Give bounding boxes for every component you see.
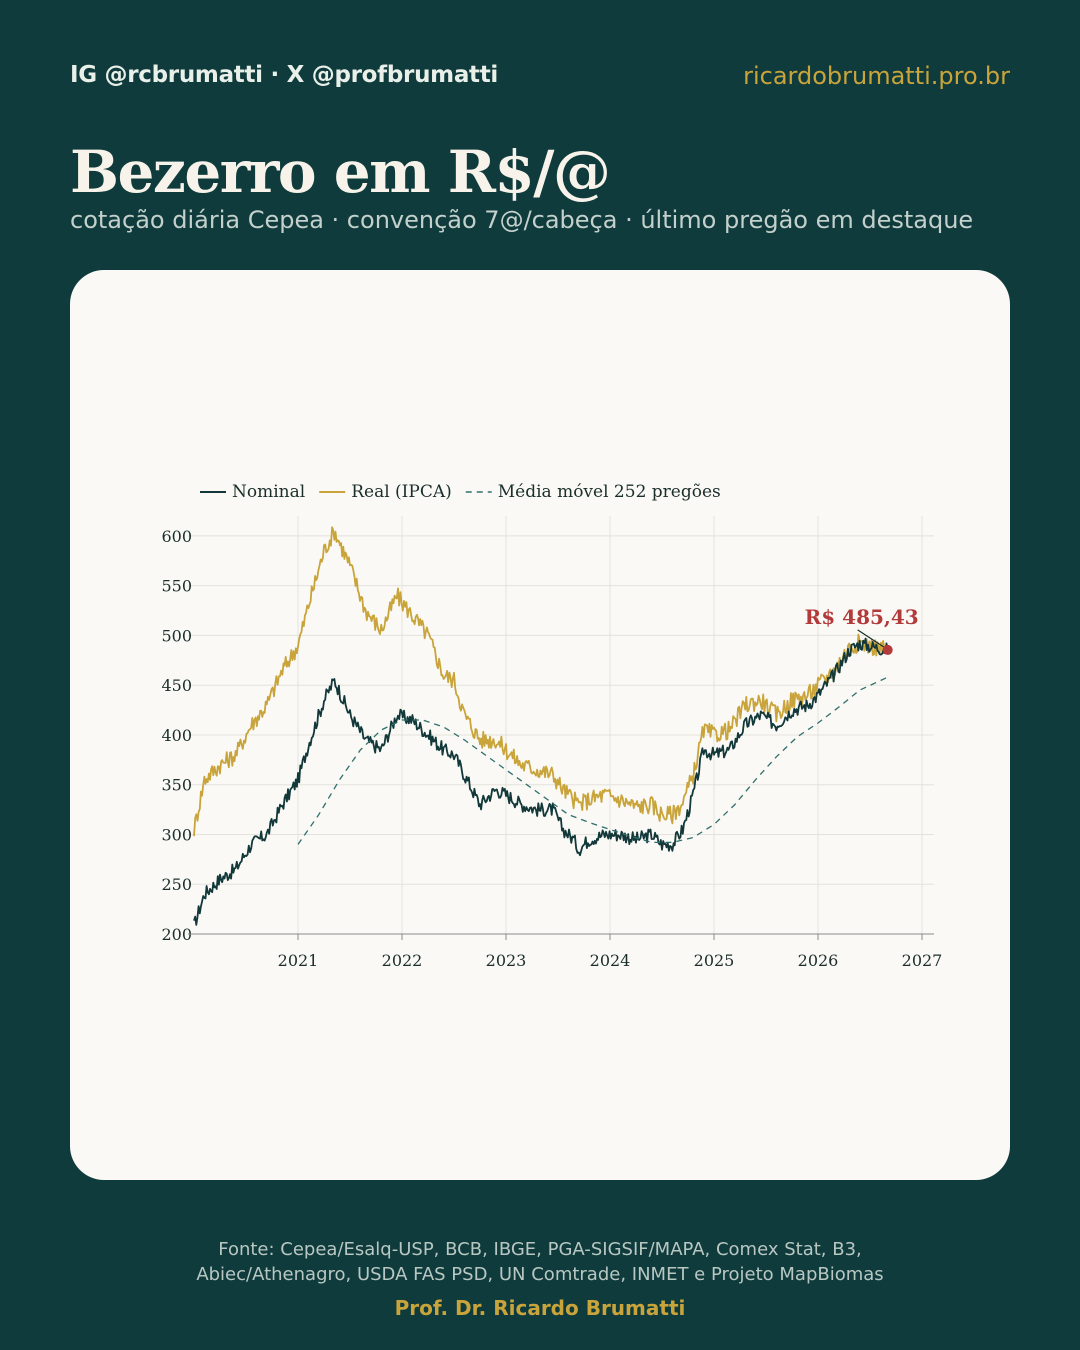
page-title: Bezerro em R$/@	[70, 138, 611, 206]
source-line-2: Abiec/Athenagro, USDA FAS PSD, UN Comtra…	[196, 1264, 884, 1285]
series-line-0	[193, 637, 889, 926]
axis-layer: 2021 2022 2023 2024 2025 2026 2027 200 250 300 350…	[161, 527, 942, 970]
last-value-label: R$ 485,43	[805, 605, 919, 629]
source-line-1: Fonte: Cepea/Esalq-USP, BCB, IBGE, PGA-S…	[218, 1239, 862, 1260]
x-tick-label: 2024	[590, 951, 631, 970]
source-note: Fonte: Cepea/Esalq-USP, BCB, IBGE, PGA-S…	[0, 1237, 1080, 1287]
x-tick-label: 2026	[798, 951, 839, 970]
legend-label-0: Nominal	[232, 482, 305, 502]
annotation-leader	[857, 629, 885, 648]
page-subtitle: cotação diária Cepea · convenção 7@/cabe…	[70, 206, 974, 234]
y-tick-label: 500	[161, 626, 192, 645]
y-tick-label: 350	[161, 776, 192, 795]
y-tick-label: 400	[161, 726, 192, 745]
grid-layer	[188, 516, 934, 935]
legend-label-2: Média móvel 252 pregões	[498, 482, 721, 502]
chart-legend: Nominal Real (IPCA) Média móvel 252 pregõe…	[200, 482, 721, 502]
author-name: Prof. Dr. Ricardo Brumatti	[394, 1296, 686, 1320]
annotation-layer: R$ 485,43	[805, 605, 919, 655]
last-value-marker	[882, 644, 893, 655]
y-tick-label: 550	[161, 577, 192, 596]
x-tick-label: 2027	[902, 951, 943, 970]
chart-card: 2021 2022 2023 2024 2025 2026 2027 200 250 300 350…	[70, 270, 1010, 1180]
social-handles: IG @rcbrumatti · X @profbrumatti	[70, 62, 499, 88]
x-tick-label: 2021	[278, 951, 319, 970]
x-tick-label: 2025	[694, 951, 735, 970]
series-line-1	[193, 526, 889, 837]
series-line-2	[297, 676, 888, 845]
y-tick-label: 250	[161, 875, 192, 894]
legend-label-1: Real (IPCA)	[351, 482, 452, 502]
y-tick-label: 450	[161, 676, 192, 695]
y-tick-label: 600	[161, 527, 192, 546]
x-tick-label: 2022	[382, 951, 423, 970]
series-layer	[193, 526, 889, 926]
website-link[interactable]: ricardobrumatti.pro.br	[743, 62, 1010, 90]
y-tick-label: 200	[161, 925, 192, 944]
price-chart: 2021 2022 2023 2024 2025 2026 2027 200 250 300 350…	[161, 482, 942, 970]
x-tick-label: 2023	[486, 951, 527, 970]
y-tick-label: 300	[161, 825, 192, 844]
